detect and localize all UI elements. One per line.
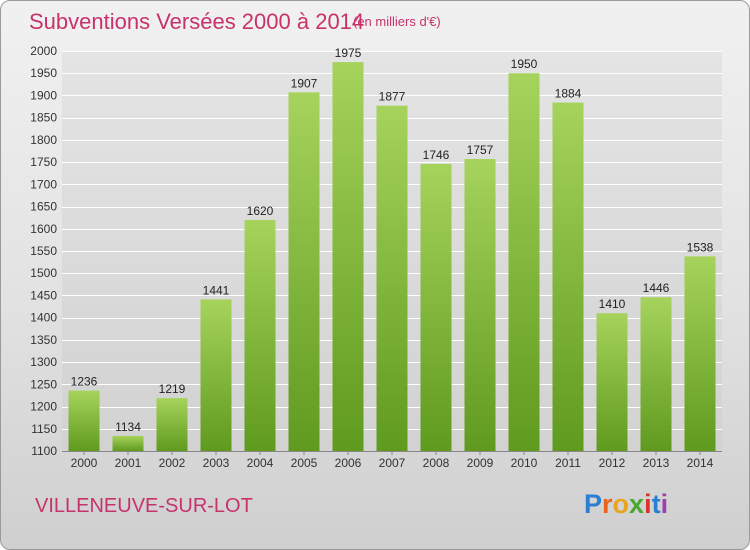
city-name: VILLENEUVE-SUR-LOT [35,495,253,517]
logo-letter: t [651,489,661,519]
data-label: 1441 [203,283,230,297]
data-label: 1219 [159,382,186,396]
data-label: 1877 [379,90,406,104]
y-tick-label: 1400 [30,311,57,325]
bar-2011 [552,102,584,452]
y-tick-label: 1750 [30,155,57,169]
y-tick-label: 1100 [31,444,57,458]
bar-2008 [420,163,452,451]
bar-2002 [156,398,188,451]
logo-letter: r [602,489,613,519]
y-axis-ticks: 1100 1150 1200 1250 1300 1350 1400 1450 1500 1550… [30,44,57,458]
logo-letter: i [660,489,669,519]
y-tick-label: 1950 [30,66,57,80]
proxiti-logo: Proxiti [584,489,668,520]
bar-2012 [596,313,628,451]
logo-letter: o [612,489,630,519]
bar-2009 [464,159,496,451]
x-tick-label: 2011 [555,456,581,470]
bar-2006 [332,62,364,451]
data-label: 1975 [335,46,362,60]
x-tick-label: 2012 [599,456,626,470]
bar-2001 [112,435,144,451]
x-tick-label: 2002 [159,456,186,470]
bar-2004 [244,219,276,451]
y-tick-label: 1600 [30,222,57,236]
bar-2013 [640,297,672,451]
data-label: 1757 [467,143,494,157]
y-tick-label: 1350 [30,333,57,347]
y-tick-label: 1300 [30,355,57,369]
x-tick-label: 2008 [423,456,450,470]
y-tick-label: 1650 [30,200,57,214]
x-axis-ticks: 2000 2001 2002 2003 2004 2005 2006 2007 2008 2009… [71,451,714,470]
data-label: 1236 [71,375,98,389]
y-tick-label: 1500 [30,266,57,280]
data-label: 1950 [511,57,538,71]
x-tick-label: 2009 [467,456,494,470]
data-label: 1884 [555,87,582,101]
x-tick-label: 2000 [71,456,98,470]
x-tick-label: 2006 [335,456,362,470]
bar-2014 [684,256,716,451]
data-label: 1446 [643,281,670,295]
logo-letter: i [644,489,652,519]
bar-2000 [68,390,100,451]
x-tick-label: 2013 [643,456,670,470]
chart-title: Subventions Versées 2000 à 2014 [29,9,365,34]
data-label: 1134 [115,420,141,434]
x-tick-label: 2014 [687,456,714,470]
bar-2005 [288,92,320,451]
logo-letter: P [584,489,603,519]
y-tick-label: 1200 [30,400,57,414]
x-tick-label: 2004 [247,456,274,470]
data-label: 1907 [291,76,318,90]
y-tick-label: 1800 [30,133,57,147]
x-tick-label: 2001 [115,456,142,470]
y-tick-label: 1900 [30,88,57,102]
y-tick-label: 1150 [31,422,57,436]
x-tick-label: 2005 [291,456,318,470]
data-labels: 1236 1134 1219 1441 1620 1907 1975 1877 1746 1757… [71,46,714,434]
x-tick-label: 2007 [379,456,406,470]
y-tick-label: 1700 [30,177,57,191]
bar-2010 [508,73,540,451]
x-tick-label: 2003 [203,456,230,470]
bar-2007 [376,105,408,452]
chart-subtitle: (en milliers d'€) [353,14,441,29]
y-tick-label: 1450 [30,288,57,302]
y-tick-label: 1550 [30,244,57,258]
bar-2003 [200,299,232,451]
bars [68,62,716,452]
x-tick-label: 2010 [511,456,538,470]
data-label: 1538 [687,240,714,254]
y-tick-label: 1250 [30,377,57,391]
y-tick-label: 2000 [30,44,57,58]
logo-letter: x [629,489,645,519]
data-label: 1620 [247,204,274,218]
y-tick-label: 1850 [30,111,57,125]
data-label: 1410 [599,297,626,311]
data-label: 1746 [423,148,450,162]
